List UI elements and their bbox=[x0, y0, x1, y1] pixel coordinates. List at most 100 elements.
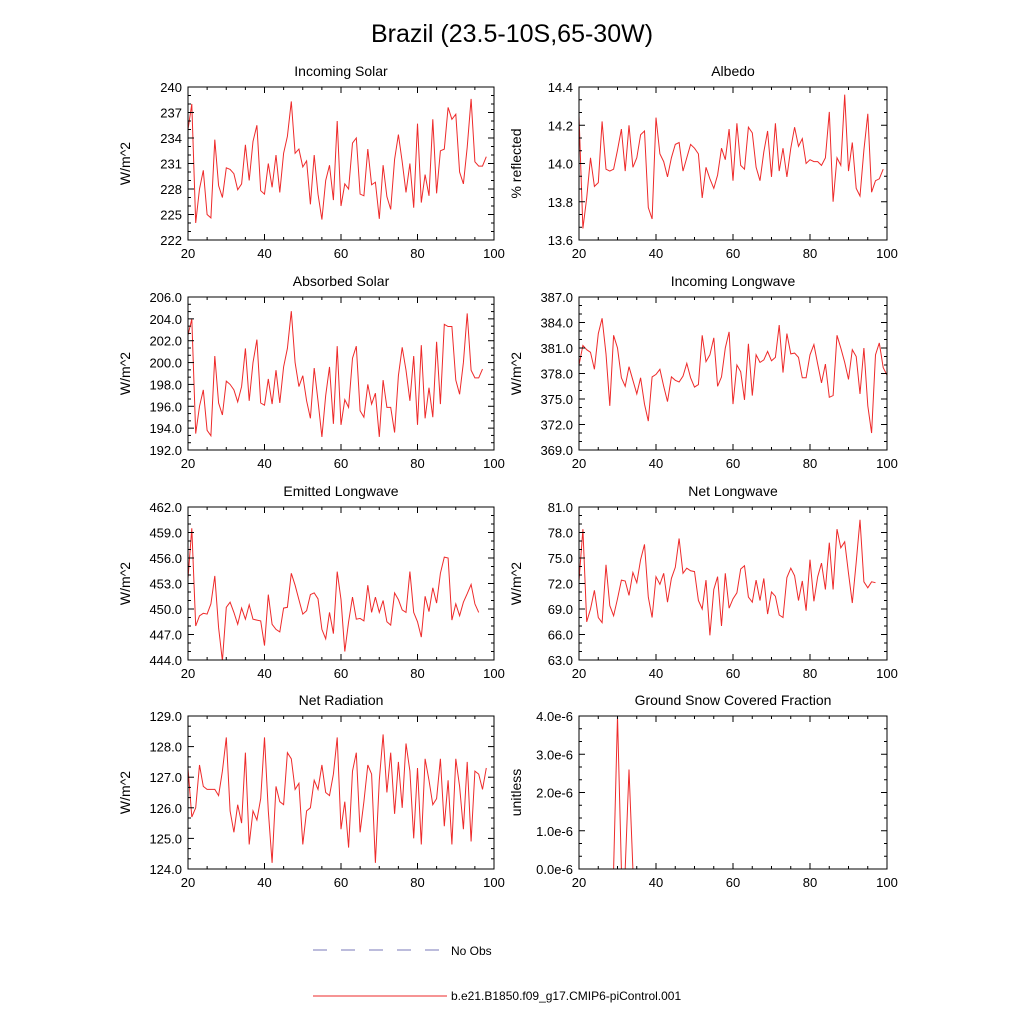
panel-albedo: 20 40 60 80 100 13.6 13.8 14.0 14.2 14.4 Albedo % r… bbox=[508, 63, 898, 261]
y-tick-label: 14.2 bbox=[548, 118, 573, 133]
y-tick-label: 444.0 bbox=[149, 653, 182, 668]
y-tick-label: 237 bbox=[160, 106, 182, 121]
panel-absorbed-solar: 20 40 60 80 100 192.0 194.0 196.0 198.0 200.0 202.… bbox=[117, 273, 505, 471]
y-tick-label: 13.8 bbox=[548, 195, 573, 210]
x-tick-label: 60 bbox=[726, 456, 740, 471]
panels: 20 40 60 80 100 222 225 228 231 234 237 240 Incoming… bbox=[117, 63, 898, 890]
y-axis-label: W/m^2 bbox=[117, 562, 133, 605]
plot-frame bbox=[578, 506, 888, 661]
y-tick-label: 81.0 bbox=[548, 500, 573, 515]
x-tick-label: 60 bbox=[334, 246, 348, 261]
y-tick-label: 194.0 bbox=[149, 421, 182, 436]
y-tick-label: 453.0 bbox=[149, 577, 182, 592]
x-tick-label: 40 bbox=[257, 875, 271, 890]
y-tick-label: 387.0 bbox=[540, 290, 573, 305]
y-tick-label: 240 bbox=[160, 80, 182, 95]
y-tick-label: 204.0 bbox=[149, 312, 182, 327]
y-tick-label: 198.0 bbox=[149, 377, 182, 392]
y-tick-label: 13.6 bbox=[548, 233, 573, 248]
x-tick-label: 100 bbox=[483, 875, 505, 890]
y-tick-label: 129.0 bbox=[149, 709, 182, 724]
x-tick-label: 100 bbox=[483, 246, 505, 261]
y-tick-label: 234 bbox=[160, 131, 182, 146]
y-tick-label: 126.0 bbox=[149, 801, 182, 816]
y-tick-label: 202.0 bbox=[149, 334, 182, 349]
y-tick-label: 225 bbox=[160, 208, 182, 223]
y-tick-label: 0.0e-6 bbox=[536, 862, 573, 877]
x-tick-label: 80 bbox=[803, 875, 817, 890]
x-tick-label: 60 bbox=[726, 666, 740, 681]
y-tick-label: 231 bbox=[160, 157, 182, 172]
panel-incoming-longwave: 20 40 60 80 100 369.0 372.0 375.0 378.0 381.0 384.… bbox=[508, 273, 898, 471]
legend-model-label: b.e21.B1850.f09_g17.CMIP6-piControl.001 bbox=[451, 989, 681, 1003]
x-tick-label: 20 bbox=[181, 456, 195, 471]
panel-title: Emitted Longwave bbox=[283, 483, 398, 499]
panel-ground-snow-covered-fraction: 20 40 60 80 100 0.0e-6 1.0e-6 2.0e-6 3.0e-6 4.0e-… bbox=[508, 692, 898, 890]
y-tick-label: 381.0 bbox=[540, 341, 573, 356]
x-tick-label: 20 bbox=[572, 246, 586, 261]
y-tick-label: 1.0e-6 bbox=[536, 824, 573, 839]
x-tick-label: 40 bbox=[649, 666, 663, 681]
y-tick-label: 369.0 bbox=[540, 443, 573, 458]
x-tick-label: 20 bbox=[572, 666, 586, 681]
y-tick-label: 222 bbox=[160, 233, 182, 248]
x-tick-label: 80 bbox=[803, 666, 817, 681]
y-tick-label: 456.0 bbox=[149, 551, 182, 566]
figure-title: Brazil (23.5-10S,65-30W) bbox=[371, 20, 653, 48]
y-tick-label: 63.0 bbox=[548, 653, 573, 668]
y-tick-label: 462.0 bbox=[149, 500, 182, 515]
x-tick-label: 100 bbox=[483, 456, 505, 471]
x-tick-label: 100 bbox=[876, 246, 898, 261]
x-tick-label: 80 bbox=[410, 875, 424, 890]
x-tick-label: 20 bbox=[181, 246, 195, 261]
x-tick-label: 100 bbox=[876, 666, 898, 681]
y-tick-label: 375.0 bbox=[540, 392, 573, 407]
legend: No Obs b.e21.B1850.f09_g17.CMIP6-piContr… bbox=[313, 944, 681, 1003]
y-tick-label: 4.0e-6 bbox=[536, 709, 573, 724]
y-tick-label: 196.0 bbox=[149, 399, 182, 414]
panel-title: Net Longwave bbox=[688, 483, 778, 499]
series-line bbox=[579, 94, 884, 229]
y-tick-label: 128.0 bbox=[149, 740, 182, 755]
x-tick-label: 60 bbox=[334, 456, 348, 471]
y-tick-label: 384.0 bbox=[540, 316, 573, 331]
y-tick-label: 14.4 bbox=[548, 80, 573, 95]
x-tick-label: 20 bbox=[572, 456, 586, 471]
x-tick-label: 60 bbox=[726, 246, 740, 261]
y-tick-label: 200.0 bbox=[149, 356, 182, 371]
y-tick-label: 378.0 bbox=[540, 367, 573, 382]
panel-title: Albedo bbox=[711, 63, 755, 79]
x-tick-label: 100 bbox=[483, 666, 505, 681]
x-tick-label: 20 bbox=[181, 875, 195, 890]
y-tick-label: 450.0 bbox=[149, 602, 182, 617]
panel-incoming-solar: 20 40 60 80 100 222 225 228 231 234 237 240 Incoming… bbox=[117, 63, 505, 261]
x-tick-label: 60 bbox=[726, 875, 740, 890]
panel-title: Incoming Longwave bbox=[671, 273, 796, 289]
panel-title: Incoming Solar bbox=[294, 63, 388, 79]
y-axis-label: W/m^2 bbox=[117, 352, 133, 395]
y-tick-label: 2.0e-6 bbox=[536, 786, 573, 801]
panel-net-longwave: 20 40 60 80 100 63.0 66.0 69.0 72.0 75.0 78.0 81.0 N… bbox=[508, 483, 898, 681]
x-tick-label: 40 bbox=[257, 456, 271, 471]
y-tick-label: 125.0 bbox=[149, 831, 182, 846]
x-tick-label: 100 bbox=[876, 456, 898, 471]
series-line bbox=[188, 98, 487, 224]
y-axis-label: W/m^2 bbox=[508, 352, 524, 395]
y-axis-label: % reflected bbox=[508, 128, 524, 198]
plot-frame bbox=[578, 296, 888, 451]
y-tick-label: 78.0 bbox=[548, 526, 573, 541]
x-tick-label: 40 bbox=[649, 875, 663, 890]
x-tick-label: 80 bbox=[803, 456, 817, 471]
y-axis-label: unitless bbox=[508, 769, 524, 816]
y-axis-label: W/m^2 bbox=[508, 562, 524, 605]
y-tick-label: 124.0 bbox=[149, 862, 182, 877]
panel-emitted-longwave: 20 40 60 80 100 444.0 447.0 450.0 453.0 456.0 459.… bbox=[117, 483, 505, 681]
y-tick-label: 3.0e-6 bbox=[536, 747, 573, 762]
x-tick-label: 80 bbox=[803, 246, 817, 261]
y-tick-label: 75.0 bbox=[548, 551, 573, 566]
x-tick-label: 80 bbox=[410, 246, 424, 261]
x-tick-label: 80 bbox=[410, 666, 424, 681]
y-axis-label: W/m^2 bbox=[117, 771, 133, 814]
panel-title: Ground Snow Covered Fraction bbox=[635, 692, 832, 708]
y-tick-label: 372.0 bbox=[540, 418, 573, 433]
